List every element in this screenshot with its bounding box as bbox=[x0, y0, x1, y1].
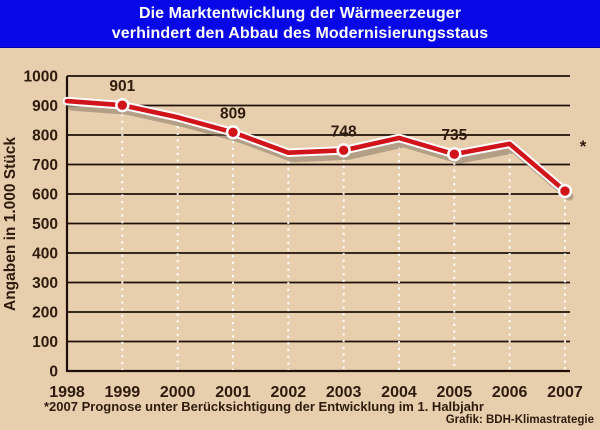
chart-title-line2: verhindert den Abbau des Modernisierungs… bbox=[111, 25, 489, 42]
x-tick-label: 2000 bbox=[160, 384, 196, 401]
data-point bbox=[228, 127, 238, 138]
x-tick-label: 2006 bbox=[492, 384, 528, 401]
chart-title: Die Marktentwicklung der Wärmeerzeuger v… bbox=[0, 0, 600, 48]
footnote: *2007 Prognose unter Berücksichtigung de… bbox=[44, 399, 484, 414]
y-tick-label: 500 bbox=[32, 216, 58, 233]
y-tick-label: 0 bbox=[49, 364, 58, 381]
value-label: 809 bbox=[220, 105, 246, 122]
credit-line: Grafik: BDH-Klimastrategie bbox=[445, 414, 594, 426]
line-shadow bbox=[67, 102, 574, 201]
data-point bbox=[449, 149, 460, 159]
data-point bbox=[117, 100, 128, 110]
x-tick-label: 2002 bbox=[271, 384, 307, 401]
y-axis-title: Angaben in 1.000 Stück bbox=[2, 137, 19, 311]
value-label: 748 bbox=[331, 123, 357, 140]
x-tick-label: 2001 bbox=[215, 384, 251, 401]
value-label: 901 bbox=[109, 78, 135, 95]
y-tick-label: 1000 bbox=[24, 69, 58, 86]
y-tick-label: 300 bbox=[32, 275, 58, 292]
y-tick-label: 800 bbox=[32, 128, 58, 145]
prognosis-asterisk: * bbox=[580, 137, 587, 156]
y-tick-label: 100 bbox=[32, 334, 58, 351]
data-point bbox=[560, 186, 570, 196]
x-tick-label: 1999 bbox=[105, 384, 141, 401]
y-tick-label: 600 bbox=[32, 187, 58, 204]
y-tick-label: 700 bbox=[32, 157, 58, 174]
x-tick-label: 2004 bbox=[381, 384, 417, 401]
x-tick-label: 2005 bbox=[437, 384, 473, 401]
x-tick-label: 2003 bbox=[326, 384, 362, 401]
line-chart: Angaben in 1.000 Stück * 0 100 200 300 400 50… bbox=[2, 69, 587, 402]
data-point bbox=[338, 145, 349, 156]
x-tick-label: 1998 bbox=[49, 384, 85, 401]
data-line bbox=[64, 98, 568, 194]
value-label: 735 bbox=[441, 127, 467, 144]
y-tick-label: 200 bbox=[32, 305, 58, 322]
chart-title-line1: Die Marktentwicklung der Wärmeerzeuger bbox=[138, 5, 462, 22]
y-tick-label: 900 bbox=[32, 98, 58, 115]
x-tick-label: 2007 bbox=[547, 384, 583, 401]
y-tick-label: 400 bbox=[32, 246, 58, 263]
